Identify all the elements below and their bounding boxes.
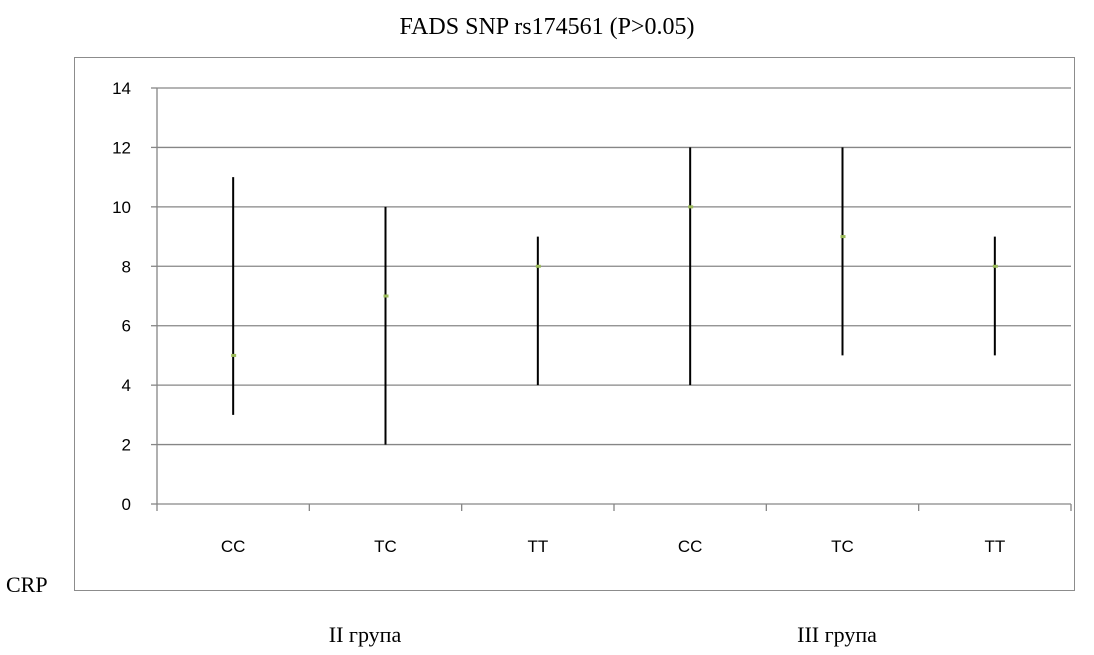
y-tick-label: 12 bbox=[112, 138, 131, 157]
x-tick-label: TC bbox=[374, 537, 397, 556]
median-marker bbox=[992, 264, 998, 268]
median-marker bbox=[231, 353, 237, 357]
x-tick-label: TC bbox=[831, 537, 854, 556]
x-tick-label: TT bbox=[984, 537, 1005, 556]
y-tick-label: 14 bbox=[112, 79, 131, 98]
group-label-iii: III група bbox=[797, 622, 877, 647]
x-tick-label: CC bbox=[221, 537, 246, 556]
median-marker bbox=[688, 205, 694, 209]
y-tick-label: 4 bbox=[122, 376, 131, 395]
x-tick-label: TT bbox=[527, 537, 548, 556]
median-marker bbox=[383, 294, 389, 298]
median-marker bbox=[535, 264, 541, 268]
group-label-ii: II група bbox=[328, 622, 402, 647]
y-tick-label: 6 bbox=[122, 317, 131, 336]
y-axis-label: CRP bbox=[6, 572, 48, 597]
chart-frame bbox=[74, 57, 1075, 591]
chart-title: FADS SNP rs174561 (P>0.05) bbox=[399, 14, 695, 40]
y-tick-label: 2 bbox=[122, 436, 131, 455]
median-marker bbox=[840, 235, 846, 239]
y-tick-label: 0 bbox=[122, 495, 131, 514]
y-tick-label: 10 bbox=[112, 198, 131, 217]
y-tick-label: 8 bbox=[122, 257, 131, 276]
x-tick-label: CC bbox=[678, 537, 703, 556]
